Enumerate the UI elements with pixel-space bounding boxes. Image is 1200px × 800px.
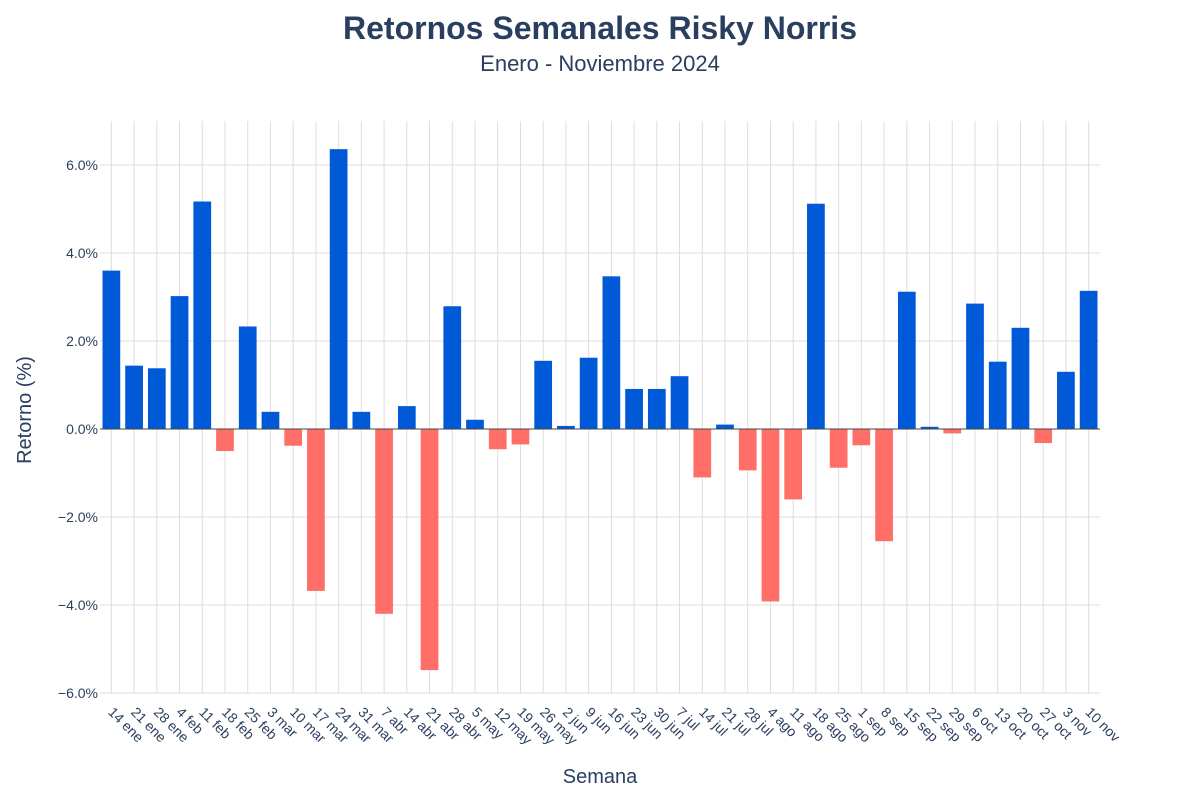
bar-6-oct [966, 303, 984, 429]
y-tick-label: 6.0% [66, 157, 98, 173]
bar-29-sep [943, 429, 962, 434]
bar-18-ago [807, 203, 825, 429]
bar-1-sep [852, 429, 871, 446]
bar-19-may [511, 429, 530, 445]
bar-5-may [466, 419, 484, 429]
bars [100, 149, 1100, 671]
bar-10-nov [1079, 290, 1098, 429]
bar-30-jun [647, 388, 666, 429]
bar-17-mar [307, 429, 325, 591]
chart-subtitle: Enero - Noviembre 2024 [480, 51, 720, 76]
bar-4-feb [170, 296, 189, 429]
bar-31-mar [352, 411, 371, 429]
bar-13-oct [988, 361, 1007, 429]
y-tick-label: −4.0% [58, 597, 98, 613]
bar-10-mar [284, 429, 303, 446]
bar-12-may [488, 429, 507, 450]
bar-2-jun [557, 425, 575, 429]
bar-23-jun [625, 388, 643, 429]
bar-26-may [534, 360, 553, 429]
x-axis-title: Semana [563, 766, 638, 788]
bar-9-jun [579, 357, 598, 429]
bar-25-feb [238, 326, 257, 429]
bar-4-ago [761, 429, 780, 602]
bar-24-mar [329, 149, 348, 429]
bar-18-feb [216, 429, 234, 451]
y-tick-label: 2.0% [66, 333, 98, 349]
bar-11-feb [193, 201, 212, 429]
grid [100, 121, 1100, 694]
bar-3-nov [1057, 371, 1075, 429]
y-tick-label: 0.0% [66, 421, 98, 437]
bar-15-sep [897, 291, 916, 429]
bar-7-jul [670, 376, 689, 429]
bar-8-sep [875, 429, 893, 542]
bar-3-mar [261, 411, 280, 429]
bar-21-abr [420, 429, 439, 671]
y-tick-label: −2.0% [58, 509, 98, 525]
bar-28-ene [147, 368, 166, 429]
bar-21-jul [716, 424, 734, 429]
y-axis-ticks: −6.0% −4.0% −2.0% 0.0% 2.0% 4.0% 6.0% [58, 157, 98, 701]
chart-title: Retornos Semanales Risky Norris [343, 10, 857, 46]
bar-14-ene [102, 270, 121, 429]
bar-22-sep [920, 426, 939, 429]
bar-27-oct [1034, 429, 1053, 444]
bar-25-ago [829, 429, 848, 468]
bar-28-jul [738, 429, 757, 471]
y-tick-label: −6.0% [58, 685, 98, 701]
bar-16-jun [602, 276, 621, 429]
bar-14-abr [397, 406, 416, 429]
bar-7-abr [375, 429, 393, 614]
bar-11-ago [784, 429, 803, 500]
bar-14-jul [693, 429, 712, 478]
bar-21-ene [125, 365, 143, 429]
y-axis-title: Retorno (%) [14, 356, 36, 464]
bar-28-abr [443, 306, 462, 429]
bar-20-oct [1011, 327, 1030, 429]
y-tick-label: 4.0% [66, 245, 98, 261]
